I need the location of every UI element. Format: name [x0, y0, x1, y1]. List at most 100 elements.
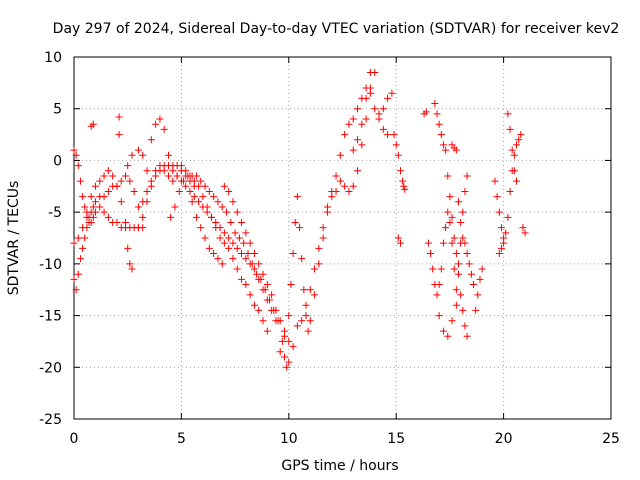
data-point	[109, 172, 117, 180]
data-point	[165, 151, 173, 159]
data-point	[345, 120, 353, 128]
series-late-fragment-A	[424, 172, 471, 299]
data-point	[375, 115, 383, 123]
data-point	[291, 218, 299, 226]
data-point	[435, 120, 443, 128]
data-point	[244, 250, 252, 258]
y-tick-label: 0	[53, 153, 62, 169]
data-point	[497, 224, 505, 232]
data-point	[218, 260, 226, 268]
data-point	[192, 213, 200, 221]
data-point	[467, 270, 475, 278]
data-point	[152, 172, 160, 180]
data-point	[156, 167, 164, 175]
series-early-afternoon-rise	[276, 84, 396, 356]
data-point	[463, 332, 471, 340]
data-point	[104, 187, 112, 195]
data-point	[165, 172, 173, 180]
data-point	[396, 239, 404, 247]
data-point	[210, 193, 218, 201]
data-point	[452, 286, 460, 294]
data-point	[180, 177, 188, 185]
data-point	[188, 198, 196, 206]
data-point	[457, 218, 465, 226]
data-point	[429, 265, 437, 273]
data-point	[122, 218, 130, 226]
data-point	[392, 141, 400, 149]
data-point	[448, 317, 456, 325]
axis-ticks	[73, 56, 612, 420]
data-point	[117, 198, 125, 206]
data-point	[444, 172, 452, 180]
data-point	[379, 125, 387, 133]
data-point	[500, 234, 508, 242]
data-point	[300, 286, 308, 294]
data-point	[134, 203, 142, 211]
series-second-rise	[293, 69, 392, 330]
data-point	[220, 239, 228, 247]
y-tick-label: -25	[39, 412, 62, 428]
data-point	[439, 239, 447, 247]
data-point	[515, 136, 523, 144]
data-point	[349, 115, 357, 123]
data-point	[227, 218, 235, 226]
data-point	[74, 270, 82, 278]
data-point	[465, 260, 473, 268]
data-point	[435, 281, 443, 289]
x-tick-label: 5	[177, 431, 186, 447]
data-point	[401, 185, 409, 193]
data-point	[478, 265, 486, 273]
data-point	[195, 198, 203, 206]
data-point	[147, 136, 155, 144]
data-point	[229, 198, 237, 206]
data-point	[130, 187, 138, 195]
data-point	[220, 182, 228, 190]
data-point	[216, 224, 224, 232]
data-point	[255, 306, 263, 314]
data-point	[199, 193, 207, 201]
data-point	[296, 224, 304, 232]
data-point	[70, 239, 78, 247]
data-point	[207, 213, 215, 221]
data-point	[248, 260, 256, 268]
data-point	[384, 94, 392, 102]
data-point	[319, 224, 327, 232]
data-point	[192, 172, 200, 180]
data-point	[366, 69, 374, 77]
data-point	[74, 162, 82, 170]
y-tick-label: 10	[44, 50, 62, 66]
data-point	[91, 208, 99, 216]
data-point	[349, 182, 357, 190]
data-point	[332, 187, 340, 195]
data-point	[238, 275, 246, 283]
data-point	[289, 343, 297, 351]
data-point	[70, 275, 78, 283]
data-point	[72, 286, 80, 294]
data-point	[495, 208, 503, 216]
series-upper-branch	[87, 113, 271, 335]
data-point	[362, 94, 370, 102]
x-axis-tick-labels: 0 5 10 15 20 25	[70, 431, 620, 447]
data-point	[506, 125, 514, 133]
data-point	[96, 203, 104, 211]
series-late-morning-branch	[167, 172, 293, 371]
data-point	[231, 229, 239, 237]
x-tick-label: 15	[387, 431, 405, 447]
data-point	[240, 239, 248, 247]
data-point	[113, 182, 121, 190]
data-point	[446, 218, 454, 226]
data-point	[472, 306, 480, 314]
data-point	[100, 208, 108, 216]
y-tick-label: -20	[39, 360, 62, 376]
data-point	[210, 250, 218, 258]
x-axis-label: GPS time / hours	[281, 458, 398, 474]
data-point	[452, 146, 460, 154]
data-point	[91, 182, 99, 190]
data-point	[220, 229, 228, 237]
data-point	[495, 250, 503, 258]
data-point	[205, 244, 213, 252]
data-point	[76, 177, 84, 185]
data-point	[461, 322, 469, 330]
x-tick-label: 20	[495, 431, 513, 447]
